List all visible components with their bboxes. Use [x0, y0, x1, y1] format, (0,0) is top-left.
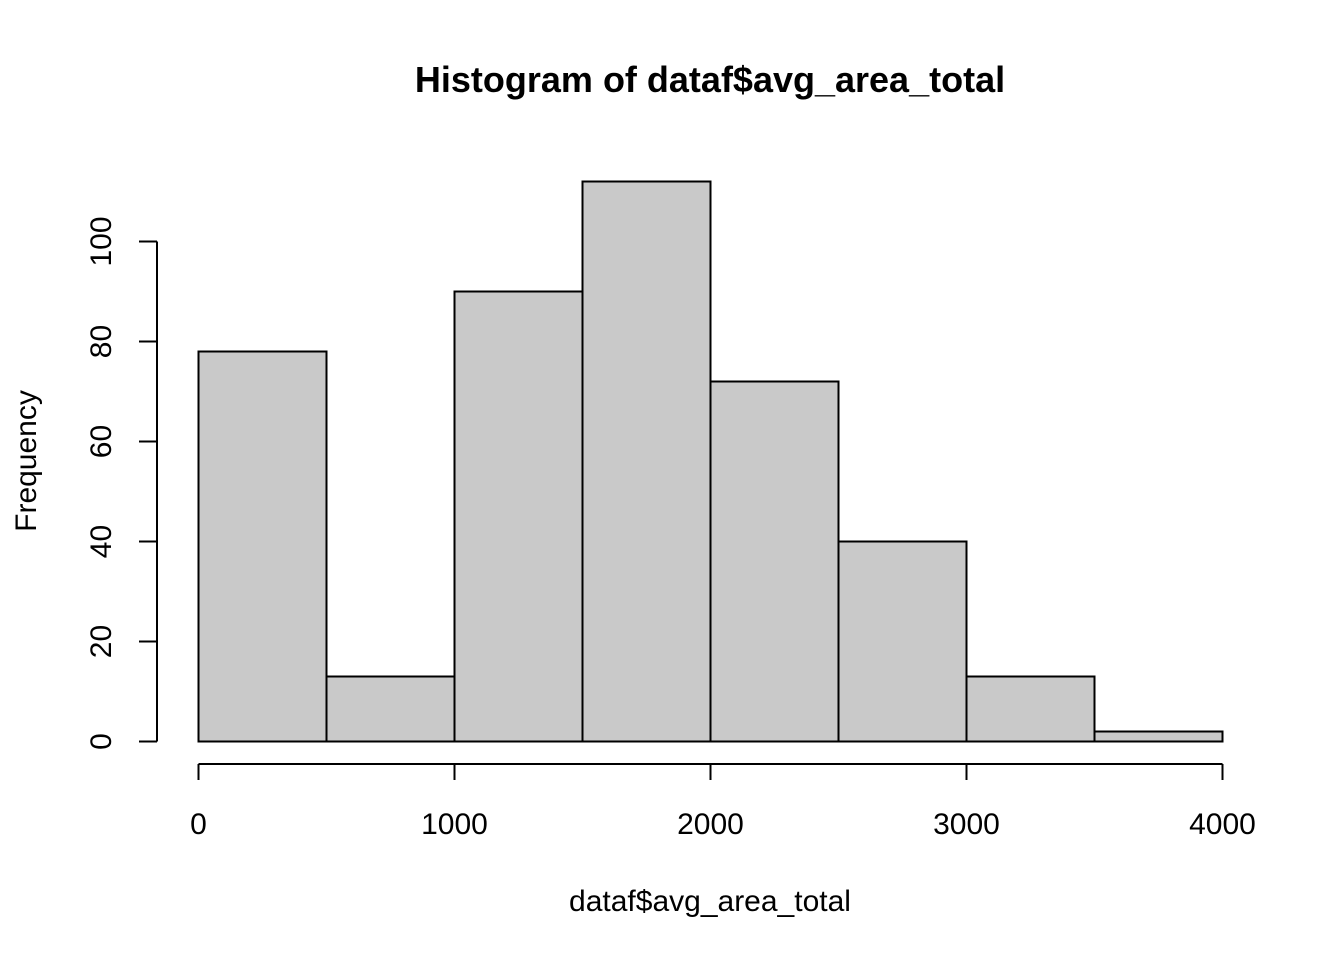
x-axis: 0 1000 2000 3000 4000	[190, 763, 1256, 841]
histogram-bar-0	[197, 350, 328, 743]
x-tick-label-4: 4000	[1189, 808, 1256, 841]
histogram-bar-4	[709, 380, 840, 743]
histogram-bar-7	[1093, 730, 1224, 743]
bars-group	[197, 180, 1224, 743]
y-tick-label-2: 40	[85, 525, 118, 558]
histogram-bar-3	[581, 180, 712, 743]
histogram-bar-2	[453, 290, 584, 743]
x-tick-label-1: 1000	[421, 808, 488, 841]
histogram-bar-5	[837, 540, 968, 743]
y-axis-label: Frequency	[10, 390, 43, 532]
x-tick-label-0: 0	[190, 808, 207, 841]
y-tick-label-5: 100	[85, 216, 118, 266]
x-tick-label-3: 3000	[933, 808, 1000, 841]
y-axis: 0 20 40 60 80 100	[85, 216, 158, 750]
histogram-bar-1	[325, 675, 456, 743]
x-tick-label-2: 2000	[677, 808, 744, 841]
y-tick-label-4: 80	[85, 325, 118, 358]
chart-title: Histogram of dataf$avg_area_total	[415, 59, 1005, 100]
y-tick-label-0: 0	[85, 733, 118, 750]
y-tick-label-1: 20	[85, 625, 118, 658]
y-tick-label-3: 60	[85, 425, 118, 458]
x-axis-label: dataf$avg_area_total	[569, 885, 851, 918]
histogram-bar-6	[965, 675, 1096, 743]
